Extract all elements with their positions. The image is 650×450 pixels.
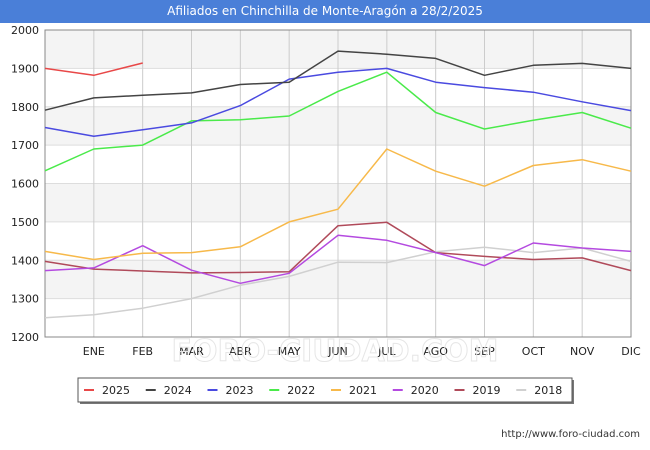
watermark: FORO-CIUDAD.COM xyxy=(172,334,499,369)
series-line-2021 xyxy=(44,148,632,261)
x-tick-label: MAY xyxy=(278,345,301,358)
y-tick-label: 1200 xyxy=(11,331,39,344)
legend-label-2021: 2021 xyxy=(349,384,377,397)
legend-label-2022: 2022 xyxy=(287,384,315,397)
footer-url: http://www.foro-ciudad.com xyxy=(501,429,640,440)
y-tick-label: 1500 xyxy=(11,216,39,229)
y-tick-label: 1300 xyxy=(11,293,39,306)
x-tick-label: JUN xyxy=(327,345,348,358)
series-line-2019 xyxy=(44,221,632,274)
x-tick-label: MAR xyxy=(179,345,204,358)
y-tick-label: 1900 xyxy=(11,62,39,75)
legend-label-2019: 2019 xyxy=(473,384,501,397)
series-line-2020 xyxy=(44,234,632,285)
legend-label-2023: 2023 xyxy=(226,384,254,397)
y-tick-label: 2000 xyxy=(11,24,39,37)
legend-label-2024: 2024 xyxy=(164,384,192,397)
x-tick-label: AGO xyxy=(423,345,448,358)
x-tick-label: DIC xyxy=(621,345,641,358)
x-tick-label: SEP xyxy=(474,345,495,358)
legend-label-2025: 2025 xyxy=(102,384,130,397)
series-line-2022 xyxy=(44,71,632,172)
x-tick-label: NOV xyxy=(570,345,595,358)
y-tick-label: 1600 xyxy=(11,178,39,191)
y-tick-label: 1400 xyxy=(11,254,39,267)
x-tick-label: ABR xyxy=(229,345,252,358)
x-tick-label: OCT xyxy=(522,345,545,358)
chart-title: Afiliados en Chinchilla de Monte-Aragón … xyxy=(0,0,650,23)
legend-label-2020: 2020 xyxy=(411,384,439,397)
y-tick-label: 1800 xyxy=(11,101,39,114)
legend-box xyxy=(77,377,573,403)
x-tick-label: JUL xyxy=(377,345,396,358)
x-tick-label: ENE xyxy=(83,345,105,358)
y-tick-label: 1700 xyxy=(11,139,39,152)
x-tick-label: FEB xyxy=(132,345,153,358)
series-line-2023 xyxy=(44,67,632,138)
line-chart: 1200 1300 1400 1500 1600 1700 1800 1900 2000 ENE F… xyxy=(11,24,641,404)
series-line-2024 xyxy=(44,50,632,111)
legend-label-2018: 2018 xyxy=(534,384,562,397)
series-line-2018 xyxy=(44,246,632,319)
series-line-2025 xyxy=(44,62,143,77)
plot-border xyxy=(44,29,632,338)
